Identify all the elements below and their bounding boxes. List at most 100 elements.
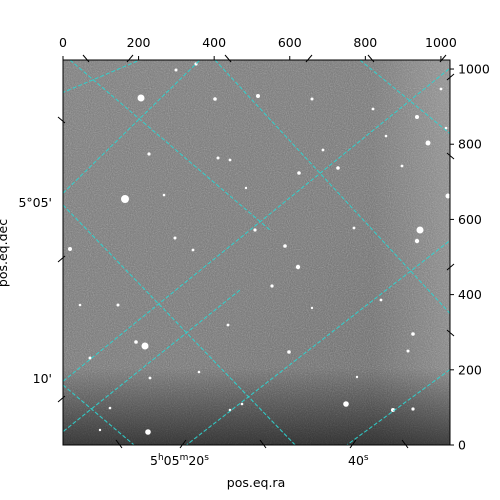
y-tick-label: 200 — [458, 362, 482, 377]
star — [355, 375, 359, 379]
star-field — [68, 62, 450, 435]
star — [213, 97, 217, 101]
star — [287, 350, 291, 354]
star — [416, 226, 424, 234]
star — [240, 402, 244, 406]
star — [191, 248, 195, 252]
y-tick-label: 400 — [458, 287, 482, 302]
star — [439, 87, 443, 91]
star — [406, 349, 410, 353]
world-tick-mark — [305, 54, 313, 63]
x-tick-label: 600 — [278, 35, 302, 50]
star — [134, 340, 138, 344]
star — [297, 171, 301, 175]
star — [444, 126, 448, 130]
y-tick-label: 800 — [458, 137, 482, 152]
world-tick-mark — [446, 329, 455, 337]
star — [295, 264, 301, 270]
star — [228, 158, 232, 162]
world-tick-mark — [82, 54, 90, 63]
star — [411, 407, 415, 411]
star — [197, 370, 201, 374]
star — [445, 193, 450, 199]
star — [88, 356, 92, 360]
y-tick-label: 0 — [458, 438, 466, 453]
star — [173, 236, 177, 240]
pixel-y-axis: 0 200 400 600 800 1000 — [450, 62, 490, 453]
x-tick-label: 1000 — [425, 35, 457, 50]
star — [343, 401, 349, 407]
grid-line — [63, 60, 141, 94]
star — [121, 195, 129, 203]
star — [352, 226, 356, 230]
star — [145, 429, 151, 435]
dec-tick-label-1: 5°05' — [18, 195, 52, 210]
grid-line — [63, 67, 450, 383]
star — [137, 94, 145, 102]
star — [148, 376, 152, 380]
coordinate-grid — [63, 60, 450, 445]
world-tick-mark — [367, 54, 375, 63]
star — [425, 140, 431, 146]
star — [108, 406, 112, 410]
world-tick-mark — [446, 263, 455, 271]
star — [336, 166, 340, 170]
star — [310, 306, 314, 310]
star — [270, 284, 274, 288]
star — [310, 97, 314, 101]
x-tick-label: 800 — [353, 35, 377, 50]
world-tick-mark — [57, 116, 66, 124]
star — [116, 303, 120, 307]
grid-line — [345, 368, 450, 445]
world-tick-mark — [446, 73, 455, 81]
star — [98, 428, 102, 432]
world-axis-ticks — [57, 54, 455, 449]
star — [216, 156, 220, 160]
ra-tick-label-1: 5h05m20s — [150, 453, 209, 468]
star — [414, 238, 420, 244]
star — [256, 94, 260, 98]
world-tick-mark — [439, 54, 447, 63]
world-tick-mark — [349, 439, 357, 449]
world-tick-mark — [57, 255, 66, 263]
star — [371, 107, 375, 111]
star — [68, 247, 72, 251]
grid-line — [63, 289, 241, 433]
star — [411, 332, 415, 336]
x-tick-label: 0 — [59, 35, 67, 50]
star — [228, 408, 232, 412]
world-tick-mark — [446, 152, 455, 160]
star — [174, 68, 178, 72]
star — [147, 152, 151, 156]
grid-line — [185, 239, 450, 445]
star — [226, 323, 230, 327]
star — [321, 148, 325, 152]
star — [400, 164, 404, 168]
pixel-x-axis: 0 200 400 600 800 1000 — [59, 35, 457, 60]
y-tick-label: 600 — [458, 212, 482, 227]
star — [244, 186, 248, 190]
world-tick-mark — [179, 439, 187, 449]
star — [379, 298, 383, 302]
y-tick-label: 1000 — [458, 62, 490, 77]
dec-tick-label-2: 10' — [33, 371, 52, 386]
star — [283, 244, 287, 248]
x-tick-label: 200 — [127, 35, 151, 50]
grid-line — [214, 60, 450, 315]
grid-line — [63, 384, 135, 445]
grid-line — [69, 60, 271, 231]
grid-line — [63, 204, 296, 445]
star — [141, 342, 149, 350]
star — [384, 134, 388, 138]
world-tick-mark — [57, 395, 66, 403]
star — [162, 193, 166, 197]
y-axis-title: pos.eq.dec — [0, 219, 10, 287]
star — [78, 303, 82, 307]
star — [415, 115, 419, 119]
ra-tick-label-2: 40s — [348, 453, 369, 468]
world-tick-mark — [224, 54, 232, 63]
world-tick-mark — [126, 54, 134, 63]
world-tick-mark — [259, 439, 267, 449]
x-axis-title: pos.eq.ra — [227, 475, 285, 490]
